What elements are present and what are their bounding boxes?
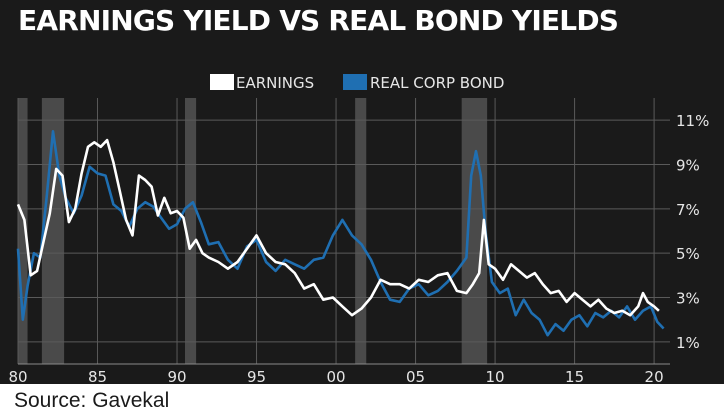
chart-legend: EARNINGS REAL CORP BOND — [210, 74, 504, 92]
x-tick-label: 20 — [645, 368, 664, 384]
y-tick-label: 1% — [676, 334, 700, 352]
x-tick-label: 10 — [486, 368, 505, 384]
recession-band — [184, 98, 197, 364]
legend-swatch-real-corp-bond — [343, 74, 367, 90]
recession-shading — [18, 98, 488, 364]
earnings-vs-bond-chart: 1% 3% 5% 7% 9% 11% 80 85 90 95 00 05 10 15 20 EARNINGS… — [8, 74, 709, 384]
source-note: Source: Gavekal — [14, 389, 170, 412]
x-tick-label: 85 — [88, 368, 107, 384]
x-tick-label: 80 — [8, 368, 27, 384]
earnings-line — [16, 138, 660, 317]
x-tick-label: 95 — [247, 368, 266, 384]
x-tick-label: 90 — [167, 368, 186, 384]
y-tick-label: 5% — [676, 245, 700, 263]
y-tick-label: 7% — [676, 201, 700, 219]
recession-band — [355, 98, 367, 364]
recession-band — [18, 98, 28, 364]
axis-labels: 1% 3% 5% 7% 9% 11% 80 85 90 95 00 05 10 15 20 — [8, 112, 709, 384]
legend-label-real-corp-bond: REAL CORP BOND — [370, 74, 504, 92]
x-tick-label: 05 — [406, 368, 425, 384]
y-tick-label: 3% — [676, 290, 700, 308]
y-tick-label: 9% — [676, 157, 700, 175]
x-tick-label: 00 — [327, 368, 346, 384]
series-lines — [16, 130, 665, 337]
y-tick-label: 11% — [676, 112, 709, 130]
grid-lines — [17, 98, 670, 365]
legend-swatch-earnings — [210, 74, 234, 90]
chart-title: EARNINGS YIELD VS REAL BOND YIELDS — [18, 4, 619, 37]
real-corp-bond-line — [16, 130, 665, 337]
x-tick-label: 15 — [565, 368, 584, 384]
legend-label-earnings: EARNINGS — [236, 74, 314, 92]
